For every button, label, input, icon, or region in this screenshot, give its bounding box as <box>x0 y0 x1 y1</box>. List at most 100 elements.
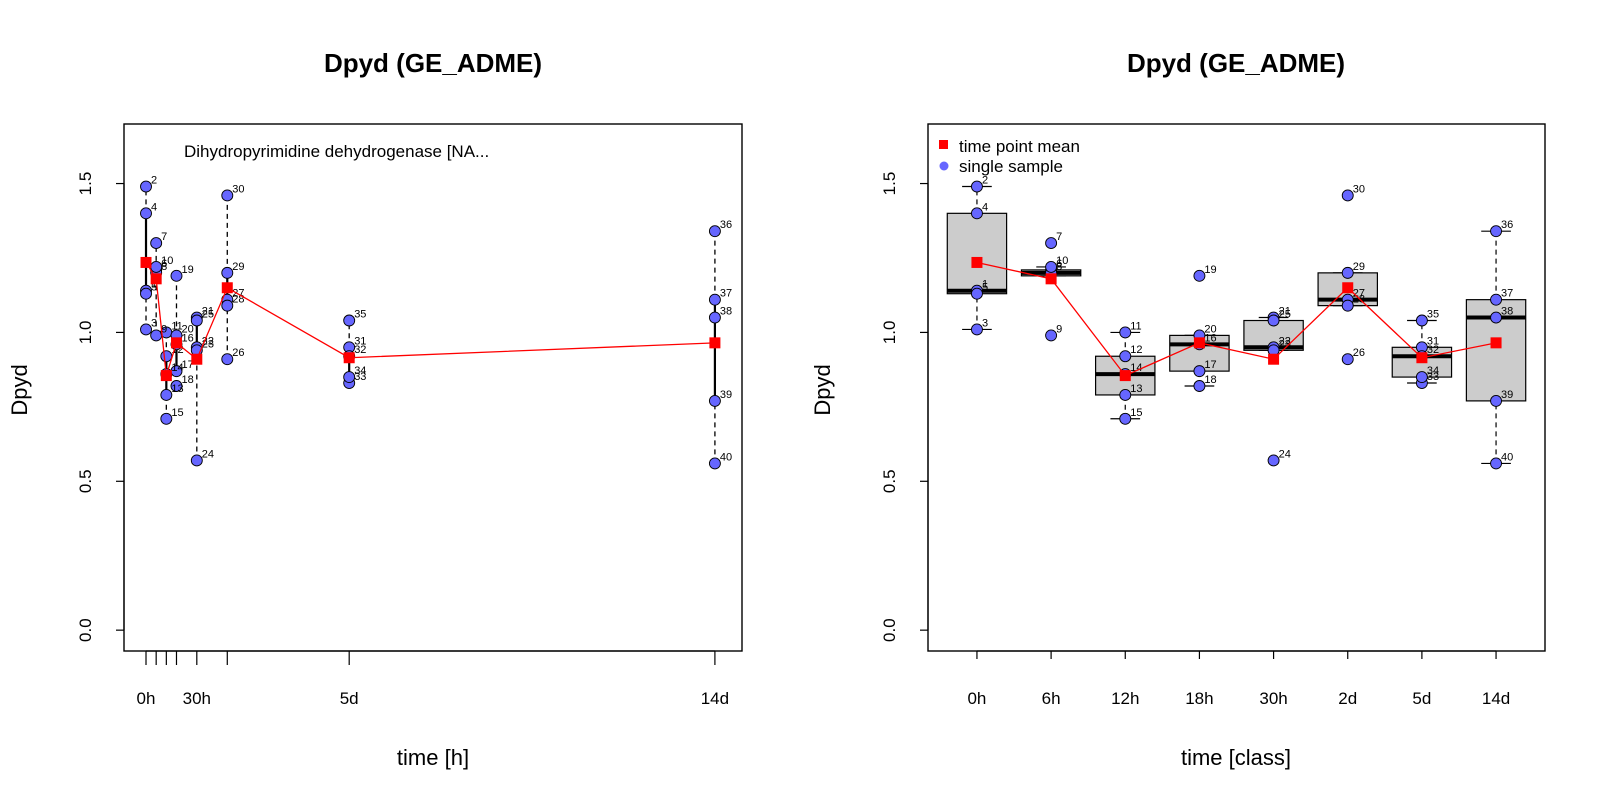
sample-label: 15 <box>1130 407 1142 419</box>
x-axis-label: time [class] <box>1181 745 1291 770</box>
y-axis: 0.0 0.5 1.0 1.5 <box>76 172 125 642</box>
sample-label: 12 <box>1130 344 1142 356</box>
legend-sample-label: single sample <box>959 157 1063 176</box>
sample-label: 28 <box>232 294 244 306</box>
y-tick-label: 1.5 <box>880 172 899 196</box>
sample-point <box>1193 365 1206 378</box>
x-tick-label: 12h <box>1111 689 1139 708</box>
sample-label: 9 <box>1056 323 1062 335</box>
sample-label: 31 <box>1427 335 1439 347</box>
sample-label: 26 <box>232 347 244 359</box>
mean-marker <box>221 282 233 294</box>
x-tick-label: 6h <box>1042 689 1061 708</box>
sample-label: 21 <box>202 306 214 318</box>
sample-label: 23 <box>1279 338 1291 350</box>
sample-point <box>170 269 183 282</box>
sample-point <box>1045 260 1058 273</box>
mean-marker <box>191 353 203 365</box>
boxplot-panel: Dpyd (GE_ADME) time [class] Dpyd time po… <box>810 48 1546 770</box>
sample-label: 18 <box>181 374 193 386</box>
sample-point <box>708 457 721 470</box>
sample-label: 3 <box>982 317 988 329</box>
sample-point <box>170 380 183 392</box>
sample-point <box>150 260 163 273</box>
sample-label: 19 <box>181 264 193 276</box>
sample-point <box>343 314 356 327</box>
sample-point <box>150 329 163 342</box>
mean-line <box>976 261 1497 377</box>
boxplot-marks: 1234567891011121314151617181920212223242… <box>946 175 1527 470</box>
sample-point <box>1341 299 1354 312</box>
sample-point <box>160 350 173 363</box>
sample-label: 17 <box>1204 359 1216 371</box>
mean-line <box>145 262 715 376</box>
sample-label: 6 <box>1056 258 1062 270</box>
sample-point <box>1193 269 1206 282</box>
sample-label: 39 <box>720 389 732 401</box>
chart-title: Dpyd (GE_ADME) <box>1127 48 1345 78</box>
mean-marker <box>1045 273 1057 285</box>
sample-point <box>150 237 163 250</box>
legend-sample-swatch <box>939 161 949 171</box>
sample-label: 1 <box>151 279 157 291</box>
sample-label: 16 <box>1204 332 1216 344</box>
sample-point <box>221 189 234 202</box>
sample-label: 22 <box>1279 335 1291 347</box>
sample-label: 13 <box>1130 383 1142 395</box>
sample-point <box>160 388 173 401</box>
sample-label: 26 <box>1353 347 1365 359</box>
mean-marker <box>1490 337 1502 349</box>
sample-label: 18 <box>1204 374 1216 386</box>
sample-label: 16 <box>181 332 193 344</box>
sample-label: 40 <box>720 451 732 463</box>
sample-point <box>1490 394 1503 407</box>
sample-label: 34 <box>1427 365 1439 377</box>
sample-label: 14 <box>1130 362 1142 374</box>
mean-marker <box>150 273 162 285</box>
sample-label: 29 <box>232 261 244 273</box>
sample-point <box>1119 326 1132 339</box>
mean-marker <box>1268 353 1280 365</box>
sample-point <box>970 323 983 336</box>
sample-point <box>221 299 234 312</box>
y-tick-label: 1.5 <box>76 172 95 196</box>
sample-point <box>1490 311 1503 324</box>
box <box>946 212 1008 295</box>
sample-label: 32 <box>1427 344 1439 356</box>
sample-point <box>1415 314 1428 327</box>
x-tick-label: 30h <box>183 689 211 708</box>
x-axis: 0h 6h 12h 18h 30h 2d 5d 14d <box>967 650 1510 708</box>
sample-label: 28 <box>1353 294 1365 306</box>
sample-point <box>970 180 983 193</box>
sample-point <box>1045 329 1058 342</box>
mean-marker <box>160 370 172 382</box>
x-tick-label: 2d <box>1338 689 1357 708</box>
sample-label: 3 <box>151 317 157 329</box>
sample-point <box>1119 350 1132 363</box>
sample-point <box>140 180 152 193</box>
sample-point <box>970 207 983 220</box>
x-tick-label: 5d <box>340 689 359 708</box>
x-tick-label: 0h <box>967 689 986 708</box>
y-tick-label: 0.5 <box>76 469 95 493</box>
sample-label: 36 <box>720 219 732 231</box>
mean-marker <box>709 337 721 349</box>
sample-point <box>343 371 356 384</box>
sample-label: 17 <box>181 359 193 371</box>
y-tick-label: 1.0 <box>880 321 899 345</box>
x-tick-label: 18h <box>1185 689 1213 708</box>
sample-point <box>1341 266 1354 279</box>
sample-point <box>140 323 152 336</box>
mean-marker <box>971 256 983 268</box>
legend: time point mean single sample <box>939 137 1080 176</box>
y-tick-label: 0.0 <box>76 618 95 642</box>
sample-label: 7 <box>1056 231 1062 243</box>
x-tick-label: 14d <box>701 689 729 708</box>
sample-point <box>1119 388 1132 401</box>
sample-label: 20 <box>181 323 193 335</box>
x-tick-label: 14d <box>1482 689 1510 708</box>
sample-point <box>708 311 721 324</box>
sample-label: 33 <box>354 371 366 383</box>
plot-frame <box>123 123 743 652</box>
x-tick-label: 30h <box>1259 689 1287 708</box>
